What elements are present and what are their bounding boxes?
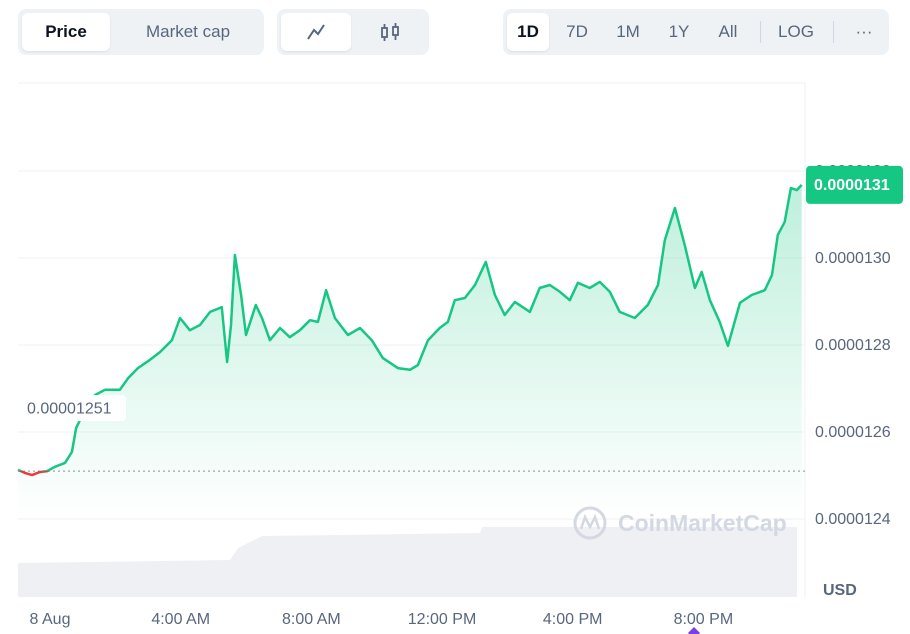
- last-price-label: 0.0000131: [814, 177, 890, 194]
- separator: [833, 21, 834, 43]
- range-tab[interactable]: 7D: [566, 22, 588, 41]
- tab[interactable]: Price: [22, 13, 110, 51]
- range-tab[interactable]: 1D: [507, 13, 549, 51]
- volume-area: [18, 527, 797, 597]
- x-tick-label: 8:00 AM: [282, 611, 341, 628]
- range-tab[interactable]: All: [718, 22, 738, 41]
- log-toggle[interactable]: LOG: [778, 22, 814, 41]
- range-tab[interactable]: 1Y: [668, 22, 690, 41]
- tab[interactable]: Market cap: [145, 22, 231, 41]
- y-tick-label: 0.0000128: [815, 337, 891, 354]
- line-icon: [307, 24, 325, 40]
- reference-label-box: [20, 395, 126, 422]
- x-tick-label: 8:00 PM: [674, 611, 734, 628]
- range-tabs: 1D 7D 1M 1Y All LOG ···: [503, 9, 889, 55]
- x-tick-label: 4:00 AM: [151, 611, 210, 628]
- candle-chart-button[interactable]: [355, 13, 425, 51]
- x-tick-label: 4:00 PM: [543, 611, 603, 628]
- x-tick-label: 12:00 PM: [408, 611, 476, 628]
- chart-type-tabs: [277, 9, 429, 55]
- event-marker: [688, 627, 700, 634]
- watermark-logo: [573, 506, 607, 540]
- separator: [760, 21, 761, 43]
- price-area: [18, 184, 802, 520]
- x-tick-label: 8 Aug: [30, 611, 71, 628]
- line-chart-button[interactable]: [281, 13, 351, 51]
- reference-label: 0.00001251: [27, 400, 112, 417]
- metric-tabs: Price Market cap: [18, 9, 264, 55]
- y-tick-label: 0.0000126: [815, 424, 891, 441]
- candle-icon: [381, 23, 399, 41]
- watermark: CoinMarketCap: [618, 510, 787, 536]
- price-line: [17, 184, 803, 477]
- currency-label: USD: [823, 582, 857, 599]
- range-tab[interactable]: 1M: [616, 22, 640, 41]
- y-tick-label: 0.0000130: [815, 250, 891, 267]
- last-price-box: [806, 165, 903, 204]
- y-tick-label: 0.0000124: [815, 511, 891, 528]
- more-button[interactable]: ···: [855, 22, 873, 41]
